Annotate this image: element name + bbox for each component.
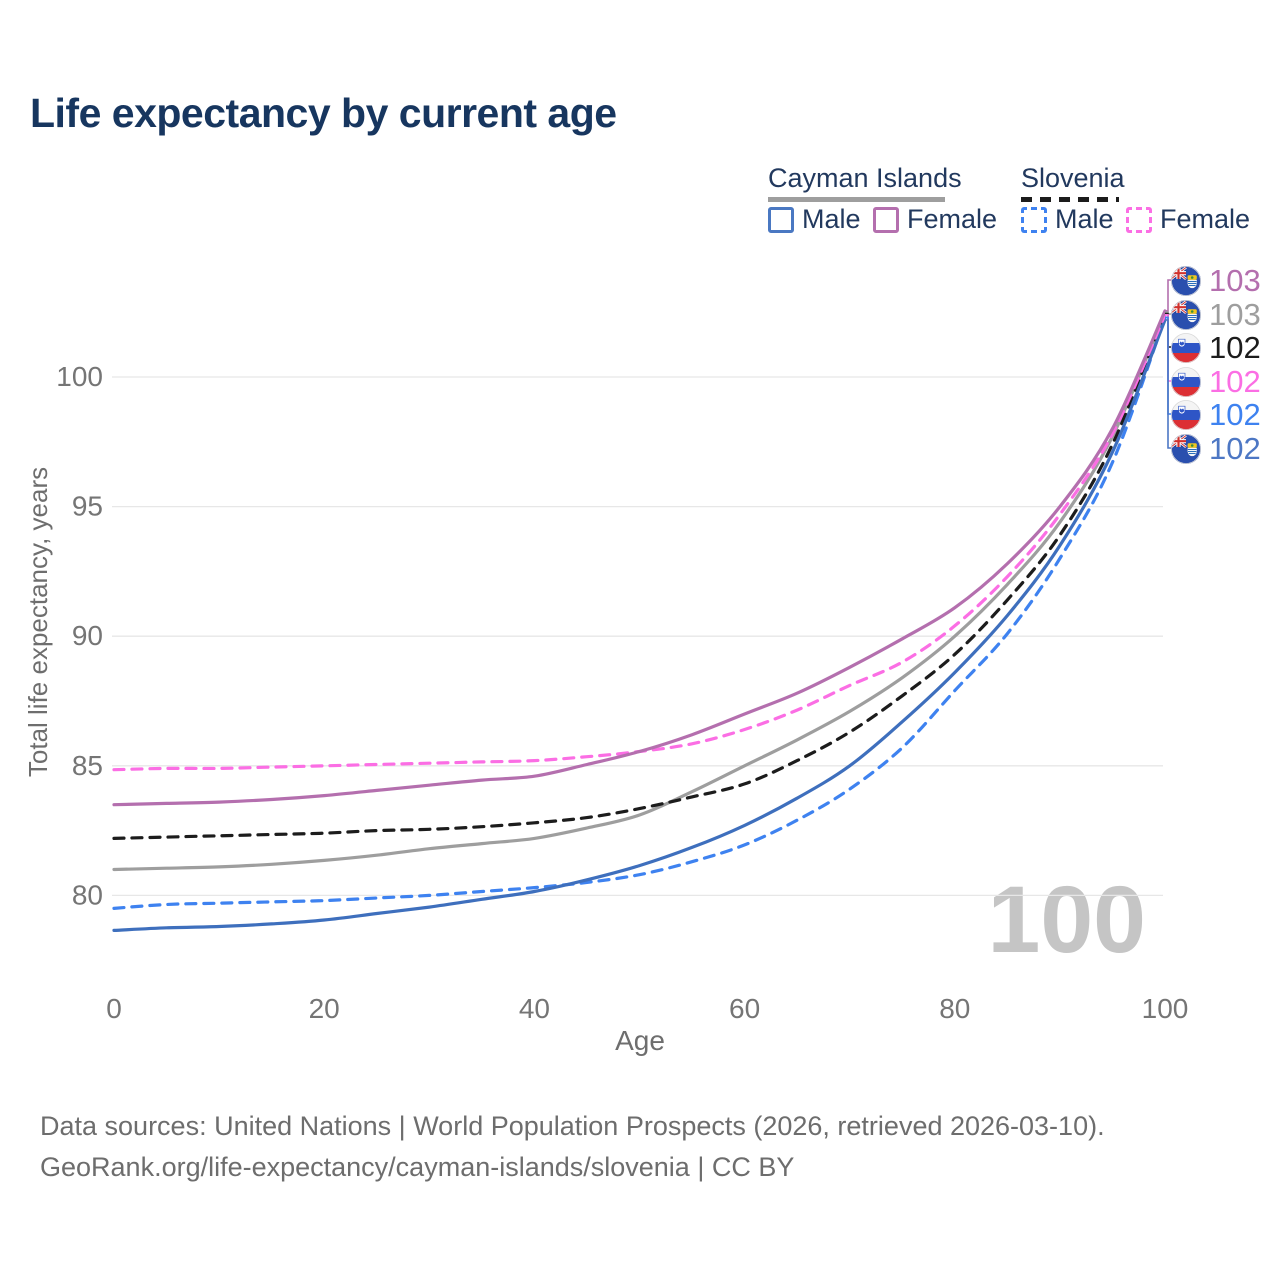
slovenia-flag-icon <box>1171 366 1201 397</box>
cayman-islands-flag-icon <box>1171 299 1201 330</box>
series-line-cayman-islands-all[interactable] <box>112 310 1167 872</box>
y-tick-label: 85 <box>72 750 103 781</box>
checkbox-cayman-female-icon[interactable] <box>873 206 899 233</box>
slovenia-flag-icon <box>1171 399 1201 430</box>
end-label-value: 102 <box>1209 364 1261 399</box>
legend-item-cayman-female[interactable]: Female <box>873 204 997 235</box>
cayman-islands-flag-icon <box>1171 433 1201 464</box>
legend-group-slovenia: Slovenia <box>1021 163 1125 193</box>
end-label-row: 103 <box>1171 265 1261 296</box>
attribution-text: GeoRank.org/life-expectancy/cayman-islan… <box>40 1152 795 1182</box>
legend-item-label: Female <box>907 204 998 234</box>
legend-item-slovenia-male[interactable]: Male <box>1021 204 1114 235</box>
age-watermark: 100 <box>987 867 1146 973</box>
end-label-value: 103 <box>1209 263 1261 298</box>
series-line-cayman-islands-female[interactable] <box>112 309 1167 807</box>
y-tick-label: 95 <box>72 491 103 522</box>
end-label-row: 102 <box>1171 366 1261 397</box>
legend-underline-solid <box>768 197 945 202</box>
end-label-value: 102 <box>1209 330 1261 365</box>
footer: Data sources: United Nations | World Pop… <box>40 1106 1105 1188</box>
data-sources-text: Data sources: United Nations | World Pop… <box>40 1111 1105 1141</box>
end-label-value: 102 <box>1209 431 1261 466</box>
end-label-row: 102 <box>1171 332 1261 363</box>
series-line-slovenia-all[interactable] <box>112 311 1167 840</box>
legend-item-label: Female <box>1160 204 1251 234</box>
slovenia-flag-icon <box>1171 332 1201 363</box>
end-label-row: 103 <box>1171 299 1261 330</box>
y-tick-label: 90 <box>72 620 103 651</box>
x-axis-title: Age <box>615 1025 665 1056</box>
y-tick-label: 100 <box>56 361 103 392</box>
x-tick-label: 60 <box>729 993 760 1024</box>
end-label-row: 102 <box>1171 433 1261 464</box>
series-line-slovenia-female[interactable] <box>112 313 1167 772</box>
legend-item-label: Male <box>1055 204 1114 234</box>
end-label-connector <box>1165 319 1172 449</box>
series-line-cayman-islands-male[interactable] <box>112 318 1167 932</box>
page-title: Life expectancy by current age <box>30 90 617 136</box>
end-label-row: 102 <box>1171 399 1261 430</box>
legend-item-slovenia-female[interactable]: Female <box>1126 204 1250 235</box>
checkbox-slovenia-male-icon[interactable] <box>1021 206 1047 233</box>
end-label-value: 103 <box>1209 297 1261 332</box>
end-label-value: 102 <box>1209 397 1261 432</box>
legend-item-label: Male <box>802 204 861 234</box>
legend-underline-dashed <box>1021 197 1119 202</box>
y-tick-label: 80 <box>72 879 103 910</box>
checkbox-slovenia-female-icon[interactable] <box>1126 206 1152 233</box>
end-label-connector <box>1165 279 1172 312</box>
legend-item-cayman-male[interactable]: Male <box>768 204 861 235</box>
checkbox-cayman-male-icon[interactable] <box>768 206 794 233</box>
x-tick-label: 40 <box>519 993 550 1024</box>
x-tick-label: 0 <box>106 993 122 1024</box>
series-line-slovenia-male[interactable] <box>112 315 1167 910</box>
x-tick-label: 80 <box>939 993 970 1024</box>
x-tick-label: 20 <box>309 993 340 1024</box>
legend-group-cayman-islands: Cayman Islands <box>768 163 962 193</box>
x-tick-label: 100 <box>1142 993 1189 1024</box>
y-axis-title: Total life expectancy, years <box>23 467 53 777</box>
cayman-islands-flag-icon <box>1171 265 1201 296</box>
